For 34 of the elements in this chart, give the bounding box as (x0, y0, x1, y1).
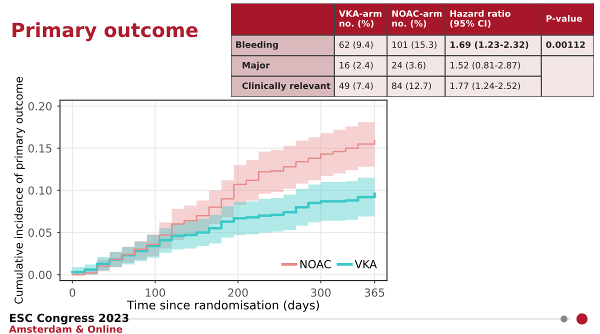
x-tick-label: 100 (146, 288, 166, 297)
text: Bleeding (236, 41, 278, 50)
y-axis-title: Cumulative incidence of primary outcome (14, 77, 25, 304)
text: 1.52 (0.81-2.87) (450, 62, 520, 70)
text: 1.77 (1.24-2.52) (450, 82, 520, 90)
text: ESC Congress 2023 (10, 314, 128, 324)
text: 84 (12.7) (392, 82, 431, 90)
y-tick-label: 0.00 (28, 270, 52, 280)
x-tick-label: 365 (364, 288, 384, 297)
x-tick-label: 0 (70, 288, 76, 297)
chart-title: Primary outcome (12, 22, 198, 42)
text: 62 (9.4) (339, 41, 373, 49)
text: 49 (7.4) (339, 82, 373, 90)
text: NOAC-arm no. (%) (392, 10, 442, 28)
text: 1.69 (1.23-2.32) (450, 41, 528, 49)
text: VKA-arm no. (%) (338, 10, 382, 28)
y-tick-label: 0.10 (28, 186, 52, 195)
text: 101 (15.3) (392, 41, 436, 49)
legend-label: NOAC (300, 260, 331, 268)
text: Clinically relevant (242, 82, 330, 91)
text: Major (242, 62, 270, 70)
text: 24 (3.6) (392, 62, 426, 70)
x-tick-label: 300 (311, 288, 331, 297)
y-tick-label: 0.05 (28, 228, 52, 237)
text: Amsterdam & Online (9, 325, 122, 333)
y-tick-label: 0.15 (28, 144, 52, 153)
legend-label: VKA (354, 260, 377, 268)
text: P-value (546, 15, 582, 22)
text: 16 (2.4) (340, 62, 373, 70)
x-tick-label: 200 (228, 288, 248, 297)
x-axis-title: Time since randomisation (days) (126, 300, 319, 312)
y-tick-label: 0.20 (28, 102, 52, 110)
text: Hazard ratio (95% CI) (450, 10, 510, 28)
text: 0.00112 (546, 41, 585, 48)
